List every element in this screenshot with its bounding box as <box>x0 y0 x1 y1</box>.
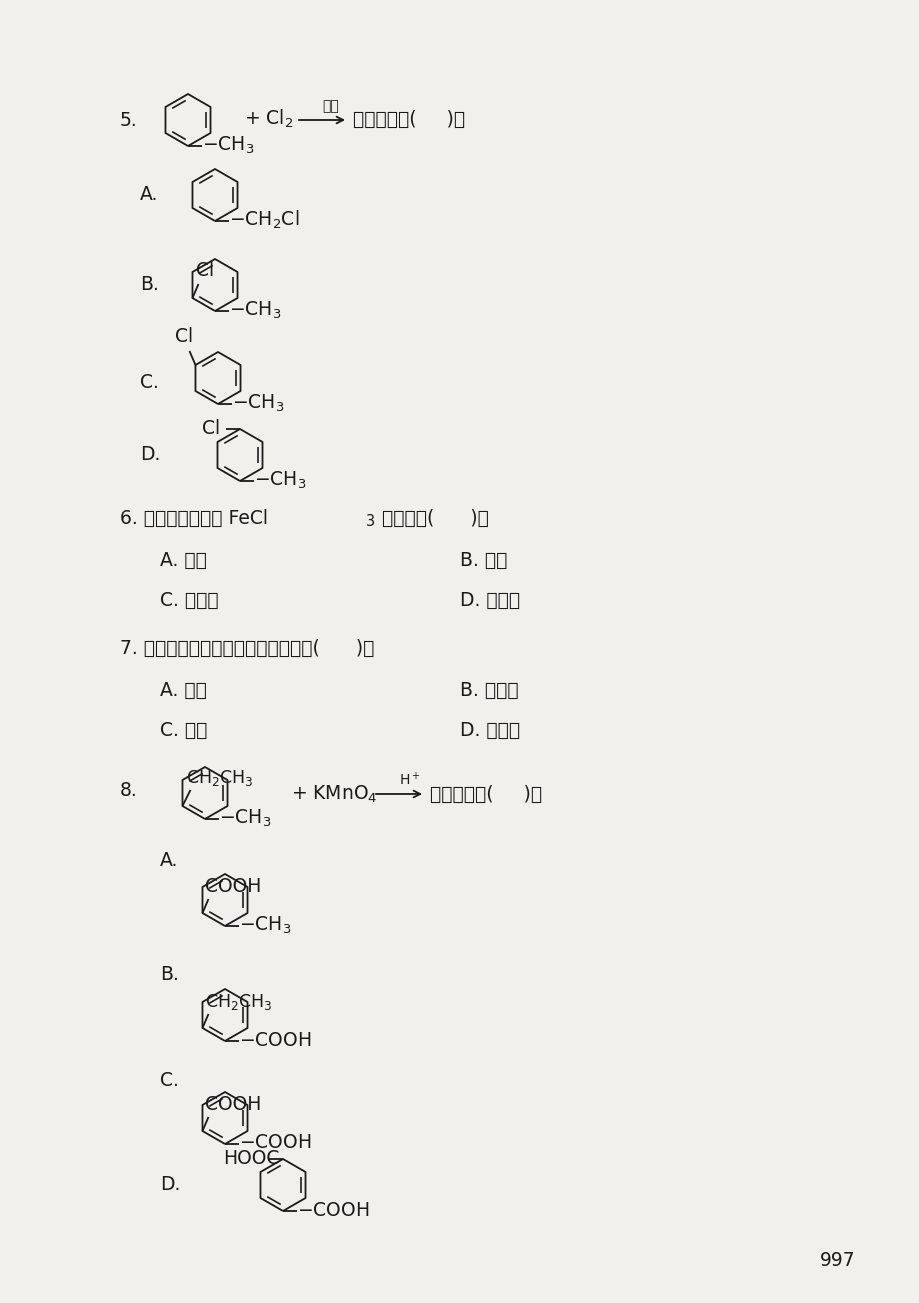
Text: H$^+$: H$^+$ <box>399 771 420 788</box>
Text: B. 苯甲醛: B. 苯甲醛 <box>460 680 518 700</box>
Text: B.: B. <box>160 966 178 985</box>
Text: D. 正丙醇: D. 正丙醇 <box>460 721 519 740</box>
Text: 6. 下列化合物能与 FeCl: 6. 下列化合物能与 FeCl <box>119 508 267 528</box>
Text: B.: B. <box>140 275 159 294</box>
Text: D.: D. <box>140 446 160 464</box>
Text: HOOC: HOOC <box>222 1148 279 1167</box>
Text: 997: 997 <box>819 1251 855 1269</box>
Text: 主要产物是(     )。: 主要产物是( )。 <box>429 784 541 804</box>
Text: $-$CH$_3$: $-$CH$_3$ <box>254 469 306 491</box>
Text: D.: D. <box>160 1175 180 1195</box>
Text: Cl: Cl <box>176 327 193 347</box>
Text: $-$CH$_3$: $-$CH$_3$ <box>202 134 254 155</box>
Text: Cl: Cl <box>197 262 214 280</box>
Text: A. 甲醛: A. 甲醛 <box>160 680 207 700</box>
Text: 5.: 5. <box>119 111 138 129</box>
Text: COOH: COOH <box>205 877 262 896</box>
Text: A.: A. <box>140 185 158 205</box>
Text: $-$CH$_3$: $-$CH$_3$ <box>229 300 281 321</box>
Text: 反应的是(      )。: 反应的是( )。 <box>376 508 488 528</box>
Text: $-$CH$_3$: $-$CH$_3$ <box>239 915 291 936</box>
Text: COOH: COOH <box>205 1096 262 1114</box>
Text: 8.: 8. <box>119 780 138 800</box>
Text: 反应产物是(     )。: 反应产物是( )。 <box>353 109 465 129</box>
Text: $-$COOH: $-$COOH <box>297 1200 369 1220</box>
Text: $-$CH$_3$: $-$CH$_3$ <box>232 392 284 413</box>
Text: $-$CH$_3$: $-$CH$_3$ <box>219 808 271 829</box>
Text: C. 丙酮: C. 丙酮 <box>160 721 207 740</box>
Text: 光照: 光照 <box>322 99 338 113</box>
Text: Cl: Cl <box>202 418 220 438</box>
Text: $-$COOH: $-$COOH <box>239 1031 312 1049</box>
Text: 7. 下列化合物中能发生碘仿反应的是(      )。: 7. 下列化合物中能发生碘仿反应的是( )。 <box>119 638 374 658</box>
Text: CH$_2$CH$_3$: CH$_2$CH$_3$ <box>187 767 254 788</box>
Text: A. 苯酚: A. 苯酚 <box>160 550 207 569</box>
Text: C.: C. <box>160 1071 178 1089</box>
Text: D. 苯甲醇: D. 苯甲醇 <box>460 590 519 610</box>
Text: CH$_2$CH$_3$: CH$_2$CH$_3$ <box>205 992 273 1012</box>
Text: B. 乙醛: B. 乙醛 <box>460 550 506 569</box>
Text: $+$ Cl$_2$: $+$ Cl$_2$ <box>244 108 293 130</box>
Text: $+$ KMnO$_4$: $+$ KMnO$_4$ <box>290 783 377 805</box>
Text: 3: 3 <box>366 513 375 529</box>
Text: $-$CH$_2$Cl: $-$CH$_2$Cl <box>229 208 300 231</box>
Text: C. 苯甲醚: C. 苯甲醚 <box>160 590 219 610</box>
Text: C.: C. <box>140 374 159 392</box>
Text: $-$COOH: $-$COOH <box>239 1134 312 1152</box>
Text: A.: A. <box>160 851 178 869</box>
